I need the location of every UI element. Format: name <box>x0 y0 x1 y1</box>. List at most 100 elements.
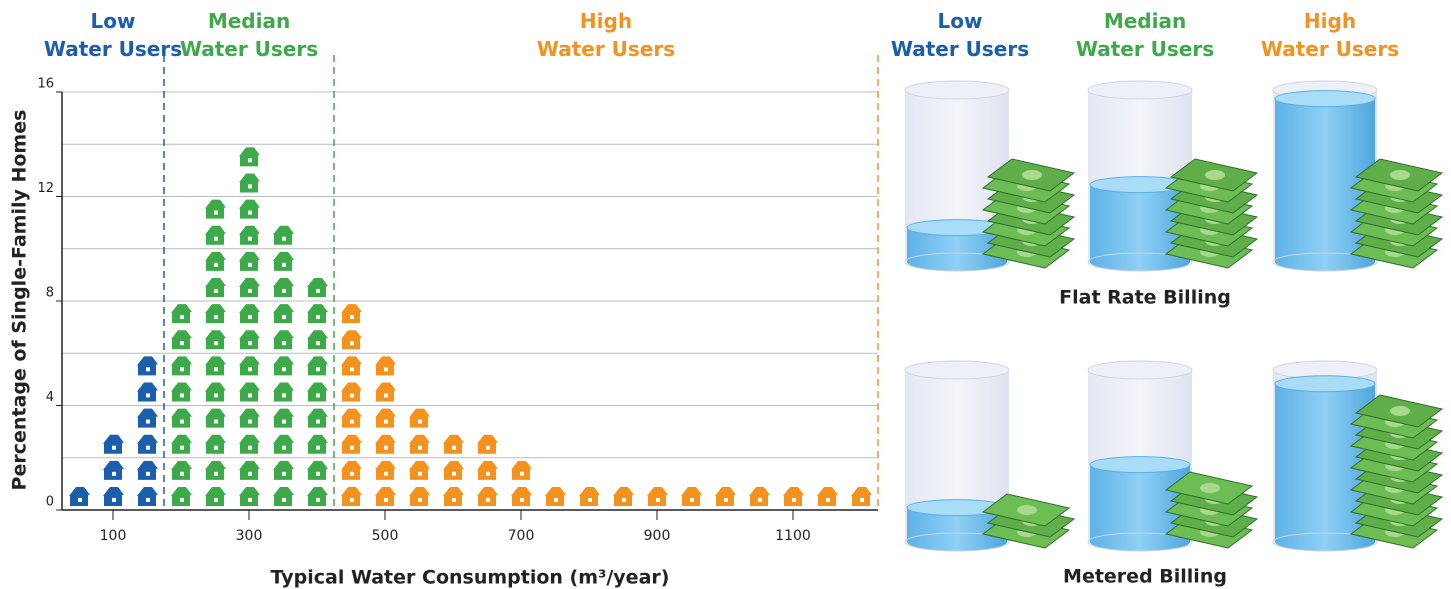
house-door <box>214 236 218 241</box>
group-heading: Median Water Users <box>180 9 318 61</box>
column-heading: High Water Users <box>1261 9 1399 61</box>
house-icon <box>375 382 396 402</box>
house-column <box>851 486 872 506</box>
water <box>1089 176 1191 271</box>
house-icon <box>477 460 498 480</box>
bill-seal <box>1022 170 1042 180</box>
house-door <box>826 497 830 502</box>
water <box>1089 456 1191 551</box>
water-surface <box>1274 375 1376 393</box>
water-body <box>907 507 1007 551</box>
house-icon <box>647 486 668 506</box>
house-icon <box>205 356 226 376</box>
house-icon <box>239 277 260 297</box>
x-tick-label: 900 <box>644 528 671 544</box>
house-door <box>248 288 252 293</box>
house-column <box>715 486 736 506</box>
house-column <box>239 147 260 506</box>
house-door <box>282 393 286 398</box>
x-axis-title: Typical Water Consumption (m³/year) <box>271 567 670 589</box>
house-door <box>214 315 218 320</box>
money-stack <box>1349 394 1444 549</box>
house-door <box>146 497 150 502</box>
house-icon <box>375 434 396 454</box>
house-door <box>622 497 626 502</box>
house-column <box>443 434 464 506</box>
house-icon <box>307 382 328 402</box>
house-door <box>248 497 252 502</box>
water <box>906 219 1008 271</box>
house-door <box>282 445 286 450</box>
house-door <box>112 471 116 476</box>
house-icon <box>341 330 362 350</box>
house-column <box>749 486 770 506</box>
house-door <box>350 393 354 398</box>
house-door <box>180 445 184 450</box>
house-door <box>214 471 218 476</box>
house-door <box>316 367 320 372</box>
house-icon <box>239 147 260 167</box>
house-icon <box>511 486 532 506</box>
house-icon <box>545 486 566 506</box>
house-door <box>112 445 116 450</box>
bill-seal <box>1200 483 1220 493</box>
house-door <box>146 419 150 424</box>
house-door <box>316 419 320 424</box>
house-icon <box>239 408 260 428</box>
house-icon <box>273 382 294 402</box>
house-icon <box>103 460 124 480</box>
house-door <box>248 445 252 450</box>
house-icon <box>307 408 328 428</box>
house-door <box>282 367 286 372</box>
cylinder-base <box>904 532 1010 552</box>
house-door <box>418 497 422 502</box>
house-icon <box>239 173 260 193</box>
house-column <box>171 304 192 506</box>
house-door <box>316 315 320 320</box>
house-icon <box>341 304 362 324</box>
house-door <box>690 497 694 502</box>
house-column <box>307 277 328 506</box>
cylinder-base <box>1272 532 1378 552</box>
house-icon <box>341 434 362 454</box>
house-icon <box>273 304 294 324</box>
x-tick-label: 700 <box>508 528 535 544</box>
house-icon <box>137 434 158 454</box>
house-door <box>146 445 150 450</box>
house-door <box>180 419 184 424</box>
house-door <box>350 315 354 320</box>
house-door <box>282 341 286 346</box>
house-icon <box>205 460 226 480</box>
house-door <box>180 393 184 398</box>
house-icon <box>409 408 430 428</box>
water-surface <box>1274 90 1376 108</box>
house-icon <box>307 330 328 350</box>
house-door <box>384 445 388 450</box>
house-door <box>282 419 286 424</box>
water-body <box>1275 383 1375 551</box>
house-icon <box>171 304 192 324</box>
house-door <box>214 210 218 215</box>
house-door <box>248 210 252 215</box>
house-column <box>341 304 362 506</box>
house-door <box>282 315 286 320</box>
house-icon <box>137 356 158 376</box>
house-icon <box>239 356 260 376</box>
row-label: Flat Rate Billing <box>1059 287 1231 309</box>
house-icon <box>443 486 464 506</box>
water-body <box>1090 184 1190 271</box>
y-tick-label: 0 <box>46 495 54 510</box>
water <box>1274 375 1376 551</box>
house-icon <box>715 486 736 506</box>
house-door <box>350 445 354 450</box>
house-column <box>681 486 702 506</box>
house-door <box>146 471 150 476</box>
house-door <box>214 367 218 372</box>
house-icon <box>409 460 430 480</box>
house-door <box>180 315 184 320</box>
y-tick-label: 12 <box>37 181 54 196</box>
water-surface <box>1089 456 1191 474</box>
house-icon <box>205 225 226 245</box>
house-door <box>486 471 490 476</box>
house-icon <box>273 460 294 480</box>
